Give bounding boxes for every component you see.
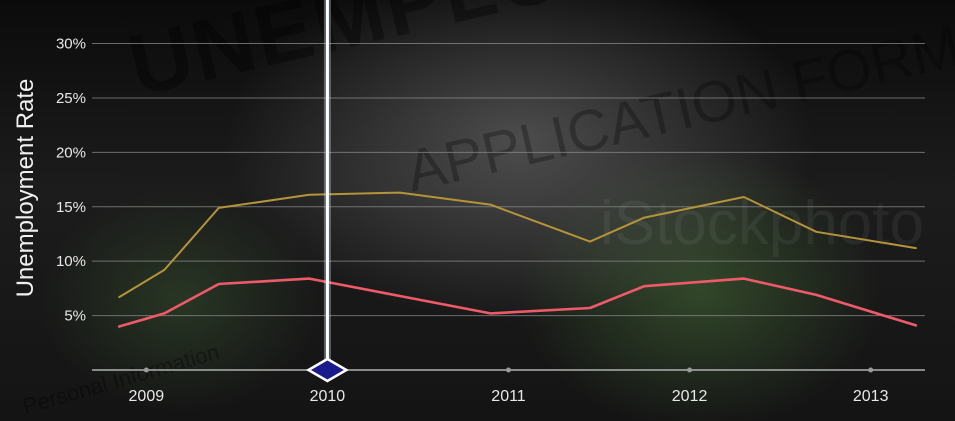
y-tick-label: 25% [56,90,86,107]
y-axis-label: Unemployment Rate [12,79,39,298]
x-tick-label: 2009 [129,388,165,405]
series-line-2 [117,277,918,328]
x-tick-dot [687,367,693,373]
y-tick-label: 20% [56,144,86,161]
x-tick-label: 2010 [310,388,346,405]
x-axis-ticks: 2009 2010 2011 2012 2013 [129,367,889,405]
x-tick-label: 2013 [853,388,889,405]
x-tick-dot [868,367,874,373]
series-lines [117,191,918,328]
y-tick-label: 15% [56,199,86,216]
x-tick-label: 2012 [672,388,708,405]
y-tick-label: 5% [64,308,86,325]
x-tick-label: 2011 [491,388,526,405]
y-tick-label: 30% [56,36,86,53]
x-tick-dot [506,367,511,373]
cursor-handle[interactable] [305,357,349,383]
time-cursor[interactable] [305,0,349,383]
series-line-1 [118,191,917,299]
y-axis-ticks: 5% 10% 15% 20% 25% 30% [56,36,86,325]
x-tick-dot [143,367,149,373]
y-tick-label: 10% [56,253,86,270]
gridlines [92,43,925,317]
